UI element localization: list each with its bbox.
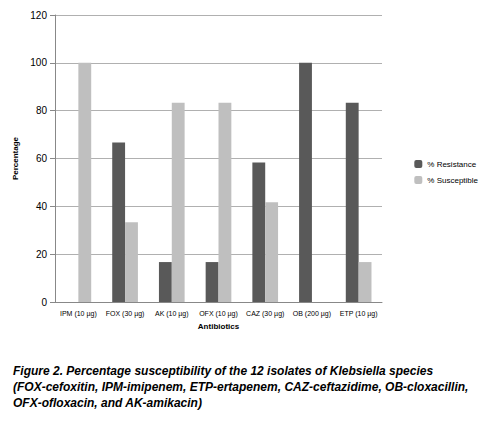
svg-text:ETP (10 µg): ETP (10 µg): [340, 310, 378, 318]
svg-text:80: 80: [36, 105, 48, 116]
svg-text:0: 0: [41, 297, 47, 308]
svg-text:IPM (10 µg): IPM (10 µg): [60, 310, 97, 318]
svg-text:CAZ (30 µg): CAZ (30 µg): [246, 310, 284, 318]
svg-text:% Susceptible: % Susceptible: [427, 176, 478, 185]
svg-text:Antibiotics: Antibiotics: [198, 322, 240, 331]
svg-text:OB (200 µg): OB (200 µg): [293, 310, 331, 318]
svg-text:% Resistance: % Resistance: [427, 160, 476, 169]
svg-text:AK (10 µg): AK (10 µg): [155, 310, 189, 318]
svg-text:100: 100: [30, 57, 47, 68]
svg-text:OFX-ofloxacin, and AK-amikacin: OFX-ofloxacin, and AK-amikacin): [13, 396, 202, 410]
svg-text:Figure 2. Percentage susceptib: Figure 2. Percentage susceptibility of t…: [13, 364, 437, 378]
svg-text:(FOX-cefoxitin, IPM-imipenem,: (FOX-cefoxitin, IPM-imipenem, ETP-ertape…: [13, 380, 472, 394]
svg-text:60: 60: [36, 153, 48, 164]
svg-text:FOX (30 µg): FOX (30 µg): [106, 310, 145, 318]
svg-text:120: 120: [30, 10, 47, 21]
svg-text:OFX (10 µg): OFX (10 µg): [199, 310, 238, 318]
svg-text:20: 20: [36, 249, 48, 260]
svg-text:40: 40: [36, 201, 48, 212]
svg-text:Percentage: Percentage: [11, 136, 20, 180]
